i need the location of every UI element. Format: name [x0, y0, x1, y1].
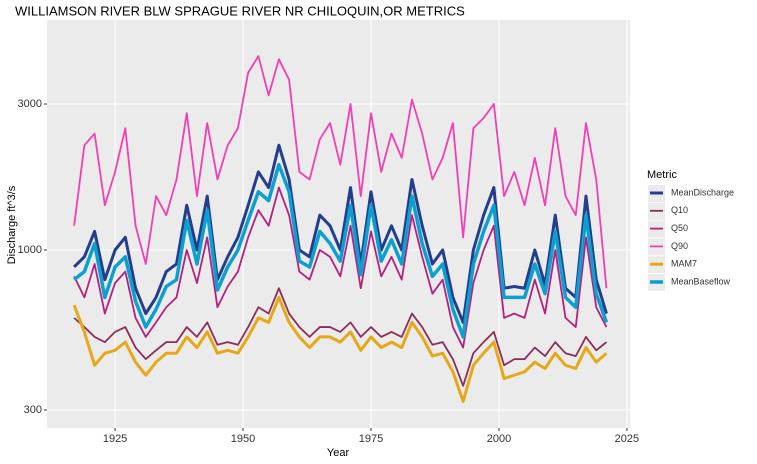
- y-tick-label: 3000: [18, 98, 42, 110]
- y-tick-label: 300: [24, 404, 42, 416]
- series-line: [73, 55, 608, 289]
- legend-label: Q50: [671, 223, 688, 233]
- x-tick-label: 2000: [487, 433, 511, 445]
- y-tick-label: 1000: [18, 244, 42, 256]
- x-tick-label: 1925: [103, 433, 127, 445]
- x-tick-label: 2025: [615, 433, 639, 445]
- legend-label: MeanDischarge: [671, 187, 734, 197]
- series-line: [73, 162, 609, 339]
- series-line: [73, 287, 608, 387]
- x-tick-label: 1950: [231, 433, 255, 445]
- plot-panel: [47, 20, 630, 428]
- legend-title: Metric: [647, 169, 677, 181]
- series-line: [73, 143, 608, 324]
- legend-label: Q90: [671, 241, 688, 251]
- series-line: [73, 186, 608, 349]
- y-axis-label: Discharge ft^3/s: [6, 185, 18, 264]
- x-axis-label: Year: [327, 447, 350, 459]
- legend-label: Q10: [671, 205, 688, 215]
- series-line: [72, 295, 608, 403]
- legend-label: MeanBaseflow: [671, 276, 731, 286]
- legend-label: MAM7: [671, 259, 697, 269]
- chart-title: WILLIAMSON RIVER BLW SPRAGUE RIVER NR CH…: [15, 3, 465, 18]
- x-tick-label: 1975: [359, 433, 383, 445]
